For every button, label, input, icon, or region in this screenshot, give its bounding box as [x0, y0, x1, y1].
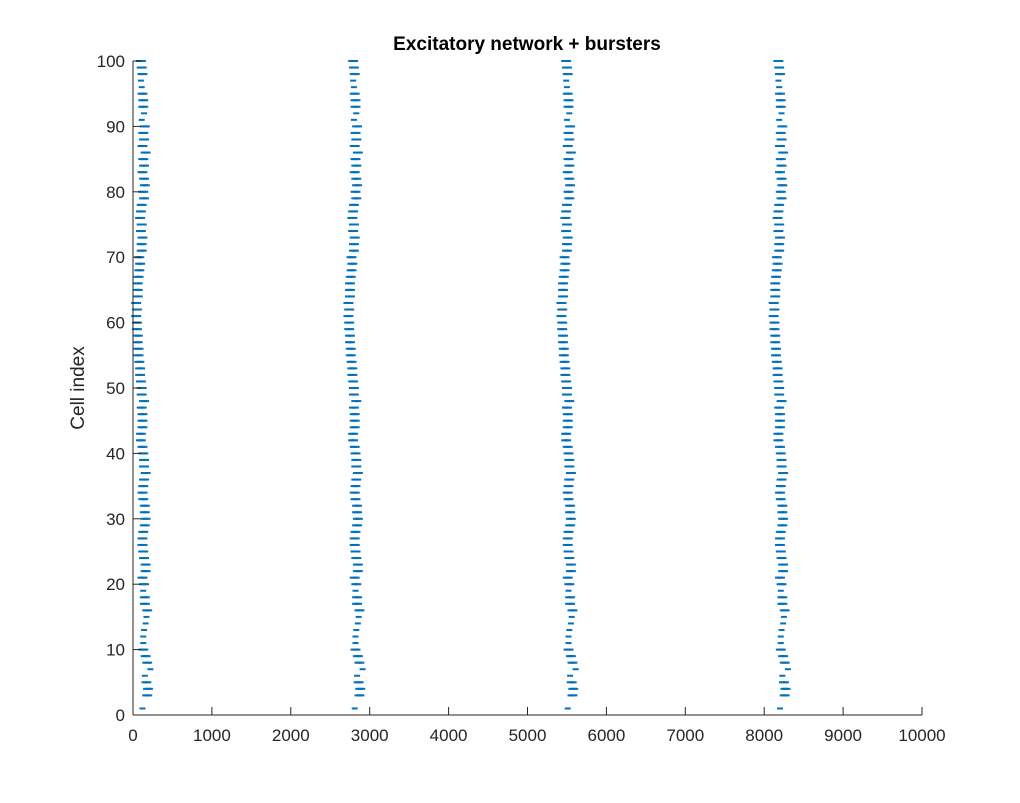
plot-axes: 0 1000 2000 3000 4000 5000 6000 7000 8000 9000 100…	[97, 52, 946, 745]
x-tick-label: 10000	[898, 726, 945, 745]
y-tick-label: 10	[106, 641, 125, 660]
x-tick-label: 0	[128, 726, 137, 745]
y-tick-label: 90	[106, 117, 125, 136]
y-tick-label: 0	[116, 706, 125, 725]
x-tick-label: 1000	[193, 726, 231, 745]
x-tick-label: 2000	[272, 726, 310, 745]
x-tick-label: 5000	[509, 726, 547, 745]
y-tick-label: 20	[106, 575, 125, 594]
x-tick-label: 8000	[745, 726, 783, 745]
y-tick-label: 50	[106, 379, 125, 398]
y-tick-label: 80	[106, 183, 125, 202]
y-tick-label: 100	[97, 52, 125, 71]
x-tick-label: 9000	[824, 726, 862, 745]
y-tick-label: 70	[106, 248, 125, 267]
y-tick-label: 30	[106, 510, 125, 529]
x-tick-label: 6000	[587, 726, 625, 745]
x-tick-label: 3000	[351, 726, 389, 745]
x-tick-label: 7000	[666, 726, 704, 745]
spike-raster	[131, 60, 791, 710]
y-tick-label: 60	[106, 314, 125, 333]
y-tick-label: 40	[106, 444, 125, 463]
x-tick-label: 4000	[430, 726, 468, 745]
chart-title: Excitatory network + bursters	[393, 34, 661, 55]
y-axis-label: Cell index	[68, 346, 89, 430]
